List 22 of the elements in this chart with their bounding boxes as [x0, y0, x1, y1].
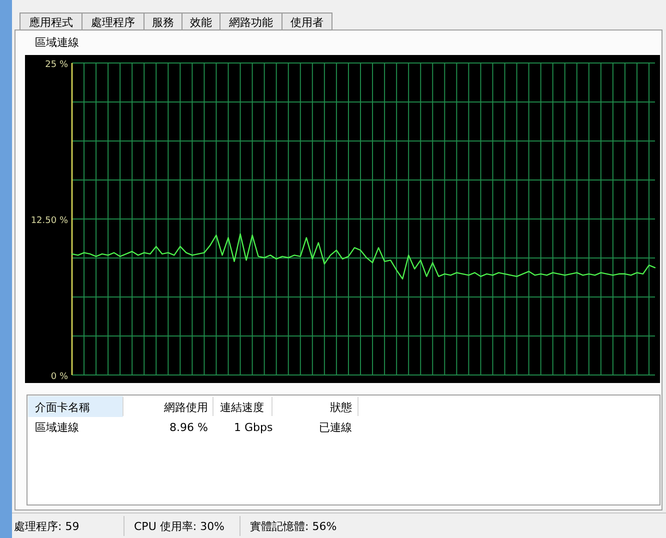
- text: 處理程序: 59: [14, 520, 80, 533]
- text: 區域連線: [35, 421, 79, 434]
- text: CPU 使用率: 30%: [134, 520, 225, 533]
- category-label: 介面卡名稱: [35, 401, 90, 414]
- text: 效能: [190, 16, 212, 29]
- category-label: 狀態: [330, 401, 352, 414]
- text: 已連線: [319, 421, 352, 434]
- text: 服務: [152, 16, 174, 29]
- text: 實體記憶體: 56%: [250, 520, 337, 533]
- y-tick-label: 0 %: [50, 372, 68, 382]
- y-tick-label: 12.50 %: [30, 216, 68, 226]
- text: 1 Gbps: [234, 421, 273, 434]
- text: 應用程式: [29, 16, 73, 29]
- text: 8.96 %: [170, 421, 208, 434]
- line-series: [71, 233, 656, 280]
- category-label: 網路使用: [163, 401, 208, 414]
- y-tick-label: 25 %: [45, 60, 68, 70]
- text: 網路功能: [228, 16, 273, 29]
- category-label: 連結速度: [220, 401, 264, 414]
- text: 處理程序: [91, 16, 135, 29]
- text: 使用者: [290, 16, 324, 29]
- chart-title: 區域連線: [35, 36, 79, 49]
